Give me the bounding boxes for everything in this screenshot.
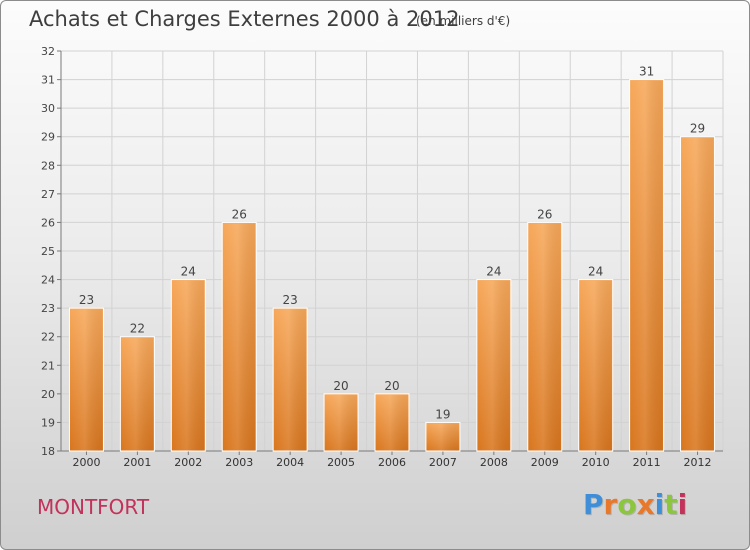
bar-shine <box>325 394 358 451</box>
data-label: 20 <box>384 379 399 393</box>
y-tick-label: 18 <box>41 445 55 458</box>
data-label: 24 <box>181 265 196 279</box>
bar-shine <box>579 280 612 451</box>
y-tick-label: 20 <box>41 388 55 401</box>
x-tick-label: 2007 <box>429 456 457 469</box>
y-tick-label: 28 <box>41 159 55 172</box>
data-label: 19 <box>435 407 450 421</box>
logo-letter: x <box>636 488 655 521</box>
chart-subtitle: (en milliers d'€) <box>416 14 511 28</box>
y-tick-label: 22 <box>41 331 55 344</box>
x-tick-label: 2005 <box>327 456 355 469</box>
data-label: 24 <box>486 265 501 279</box>
data-label: 26 <box>232 207 247 221</box>
x-tick-label: 2012 <box>684 456 712 469</box>
y-tick-label: 32 <box>41 45 55 58</box>
logo-letter: o <box>617 488 637 521</box>
logo-letter: r <box>603 488 618 521</box>
y-tick-label: 29 <box>41 131 55 144</box>
y-tick-label: 27 <box>41 188 55 201</box>
y-tick-label: 25 <box>41 245 55 258</box>
chart-title: Achats et Charges Externes 2000 à 2012 <box>29 7 460 31</box>
x-tick-label: 2003 <box>225 456 253 469</box>
y-tick-label: 31 <box>41 74 55 87</box>
logo-letter: P <box>583 488 604 521</box>
bar-shine <box>223 223 256 451</box>
bar-shine <box>426 423 459 451</box>
bar-shine <box>172 280 205 451</box>
x-tick-label: 2006 <box>378 456 406 469</box>
logo-letter: i <box>654 488 665 521</box>
proxiti-logo: Proxiti <box>583 488 687 521</box>
data-label: 24 <box>588 265 603 279</box>
data-label: 31 <box>639 65 654 79</box>
y-tick-label: 21 <box>41 359 55 372</box>
y-tick-label: 23 <box>41 302 55 315</box>
logo-letter: t <box>664 488 678 521</box>
data-label: 29 <box>690 122 705 136</box>
y-tick-label: 30 <box>41 102 55 115</box>
y-tick-label: 26 <box>41 216 55 229</box>
bar-shine <box>70 309 103 451</box>
x-tick-label: 2000 <box>72 456 100 469</box>
data-label: 22 <box>130 322 145 336</box>
bar-shine <box>528 223 561 451</box>
x-tick-label: 2010 <box>582 456 610 469</box>
logo-letter: i <box>677 488 688 521</box>
place-name: MONTFORT <box>37 495 150 519</box>
data-label: 20 <box>333 379 348 393</box>
data-label: 23 <box>79 293 94 307</box>
y-tick-label: 24 <box>41 274 55 287</box>
data-label: 26 <box>537 207 552 221</box>
bar-shine <box>121 337 154 451</box>
bars <box>68 79 716 452</box>
x-tick-label: 2011 <box>633 456 661 469</box>
x-tick-label: 2004 <box>276 456 304 469</box>
data-label: 23 <box>283 293 298 307</box>
x-tick-labels: 2000 2001 2002 2003 2004 2005 2006 2007 2008 2009… <box>72 456 711 469</box>
x-tick-label: 2002 <box>174 456 202 469</box>
bar-shine <box>681 137 714 451</box>
data-labels: 23 22 24 26 23 20 20 19 24 26 24 31 29 <box>79 65 705 422</box>
x-tick-label: 2008 <box>480 456 508 469</box>
bar-shine <box>376 394 408 451</box>
x-tick-label: 2009 <box>531 456 559 469</box>
bar-shine <box>274 309 307 451</box>
bar-shine <box>630 80 663 452</box>
y-tick-labels: 18 19 20 21 22 23 24 25 26 27 28 29 30 31 32 <box>41 45 55 458</box>
x-tick-label: 2001 <box>123 456 151 469</box>
bar-shine <box>477 280 510 451</box>
y-tick-label: 19 <box>41 416 55 429</box>
